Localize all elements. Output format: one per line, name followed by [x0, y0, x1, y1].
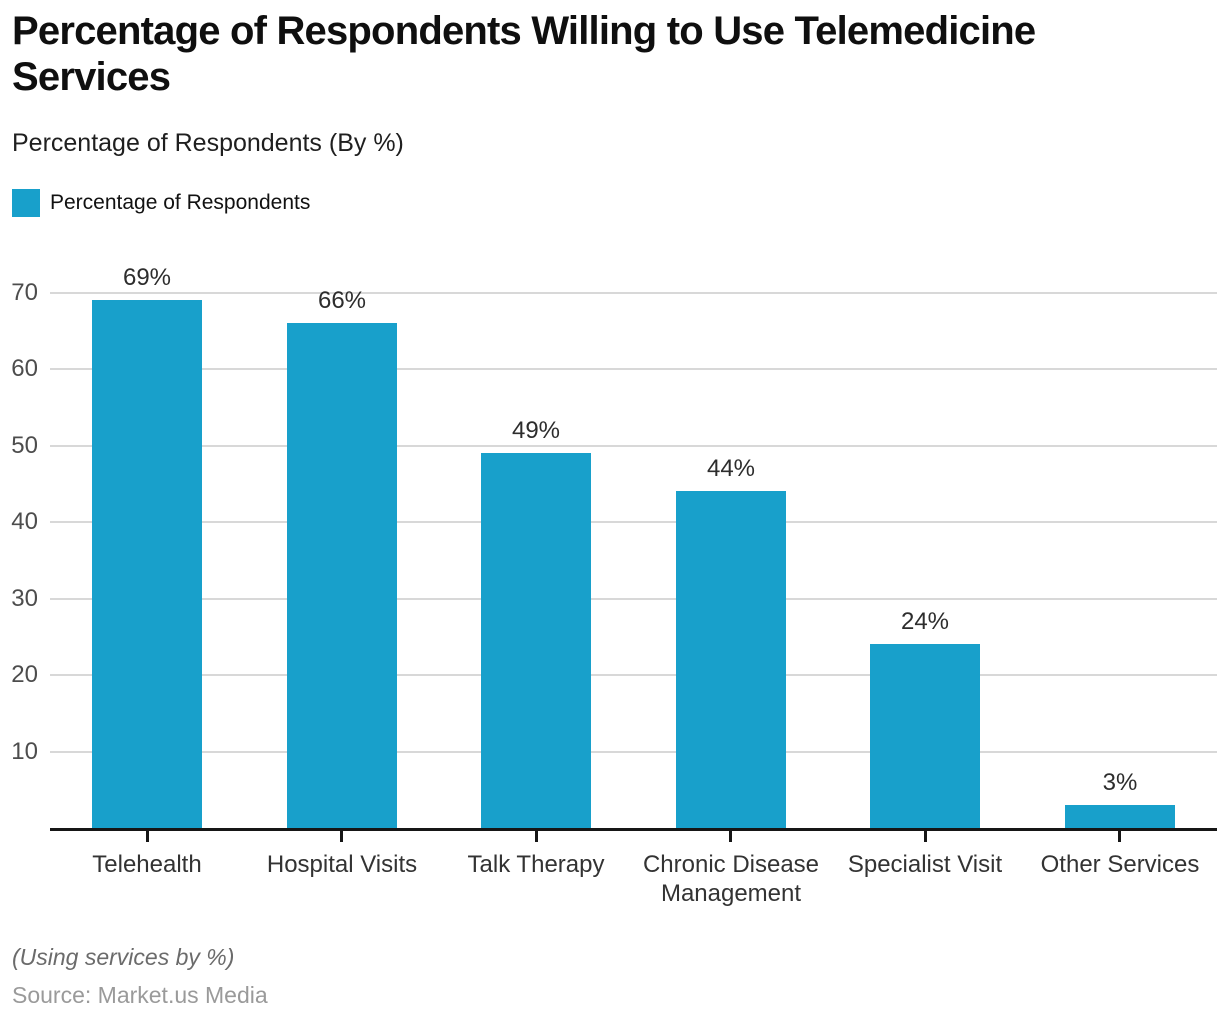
x-axis-tick — [535, 831, 538, 842]
footnote: (Using services by %) — [12, 944, 235, 970]
gridline — [50, 445, 1217, 447]
bar-value-label: 49% — [511, 417, 561, 444]
x-axis-tick — [729, 831, 732, 842]
x-axis-tick — [340, 831, 343, 842]
legend: Percentage of Respondents — [12, 188, 310, 217]
x-axis-category-label: Hospital Visits — [266, 851, 418, 878]
x-axis-category-label: Other Services — [1040, 851, 1200, 878]
bar — [1065, 805, 1175, 828]
y-axis-label: 60 — [11, 355, 38, 382]
x-axis-category-label: Chronic Disease Management — [642, 851, 820, 907]
x-axis-category-label: Talk Therapy — [467, 851, 605, 878]
gridline — [50, 292, 1217, 294]
y-axis-label: 70 — [11, 279, 38, 306]
x-axis-tick — [1118, 831, 1121, 842]
chart-title: Percentage of Respondents Willing to Use… — [12, 9, 1036, 100]
bar-value-label: 24% — [900, 608, 950, 635]
bar-value-label: 69% — [122, 264, 172, 291]
bar — [287, 323, 397, 828]
y-axis-label: 20 — [11, 661, 38, 688]
legend-swatch-icon — [12, 188, 40, 217]
plot-area: 10 20 30 40 50 60 70 69% Telehealth 66% Hospital V… — [0, 240, 1220, 920]
x-axis-category-label: Telehealth — [92, 851, 202, 878]
bar — [481, 453, 591, 828]
bar — [92, 300, 202, 828]
gridline — [50, 598, 1217, 600]
bar-value-label: 44% — [706, 455, 756, 482]
source-credit: Source: Market.us Media — [12, 982, 268, 1008]
gridline — [50, 674, 1217, 676]
chart-subtitle: Percentage of Respondents (By %) — [12, 129, 404, 157]
gridline — [50, 368, 1217, 370]
bar-value-label: 66% — [317, 287, 367, 314]
bar — [870, 644, 980, 828]
bar-value-label: 3% — [1102, 769, 1138, 796]
x-axis-tick — [924, 831, 927, 842]
legend-label: Percentage of Respondents — [50, 190, 311, 214]
bar — [676, 491, 786, 828]
x-axis-tick — [146, 831, 149, 842]
y-axis-label: 30 — [11, 585, 38, 612]
x-axis-category-label: Specialist Visit — [847, 851, 1003, 878]
y-axis-label: 40 — [11, 508, 38, 535]
x-axis-line — [50, 828, 1217, 831]
gridline — [50, 751, 1217, 753]
gridline — [50, 521, 1217, 523]
y-axis-label: 10 — [11, 738, 38, 765]
y-axis-label: 50 — [11, 432, 38, 459]
